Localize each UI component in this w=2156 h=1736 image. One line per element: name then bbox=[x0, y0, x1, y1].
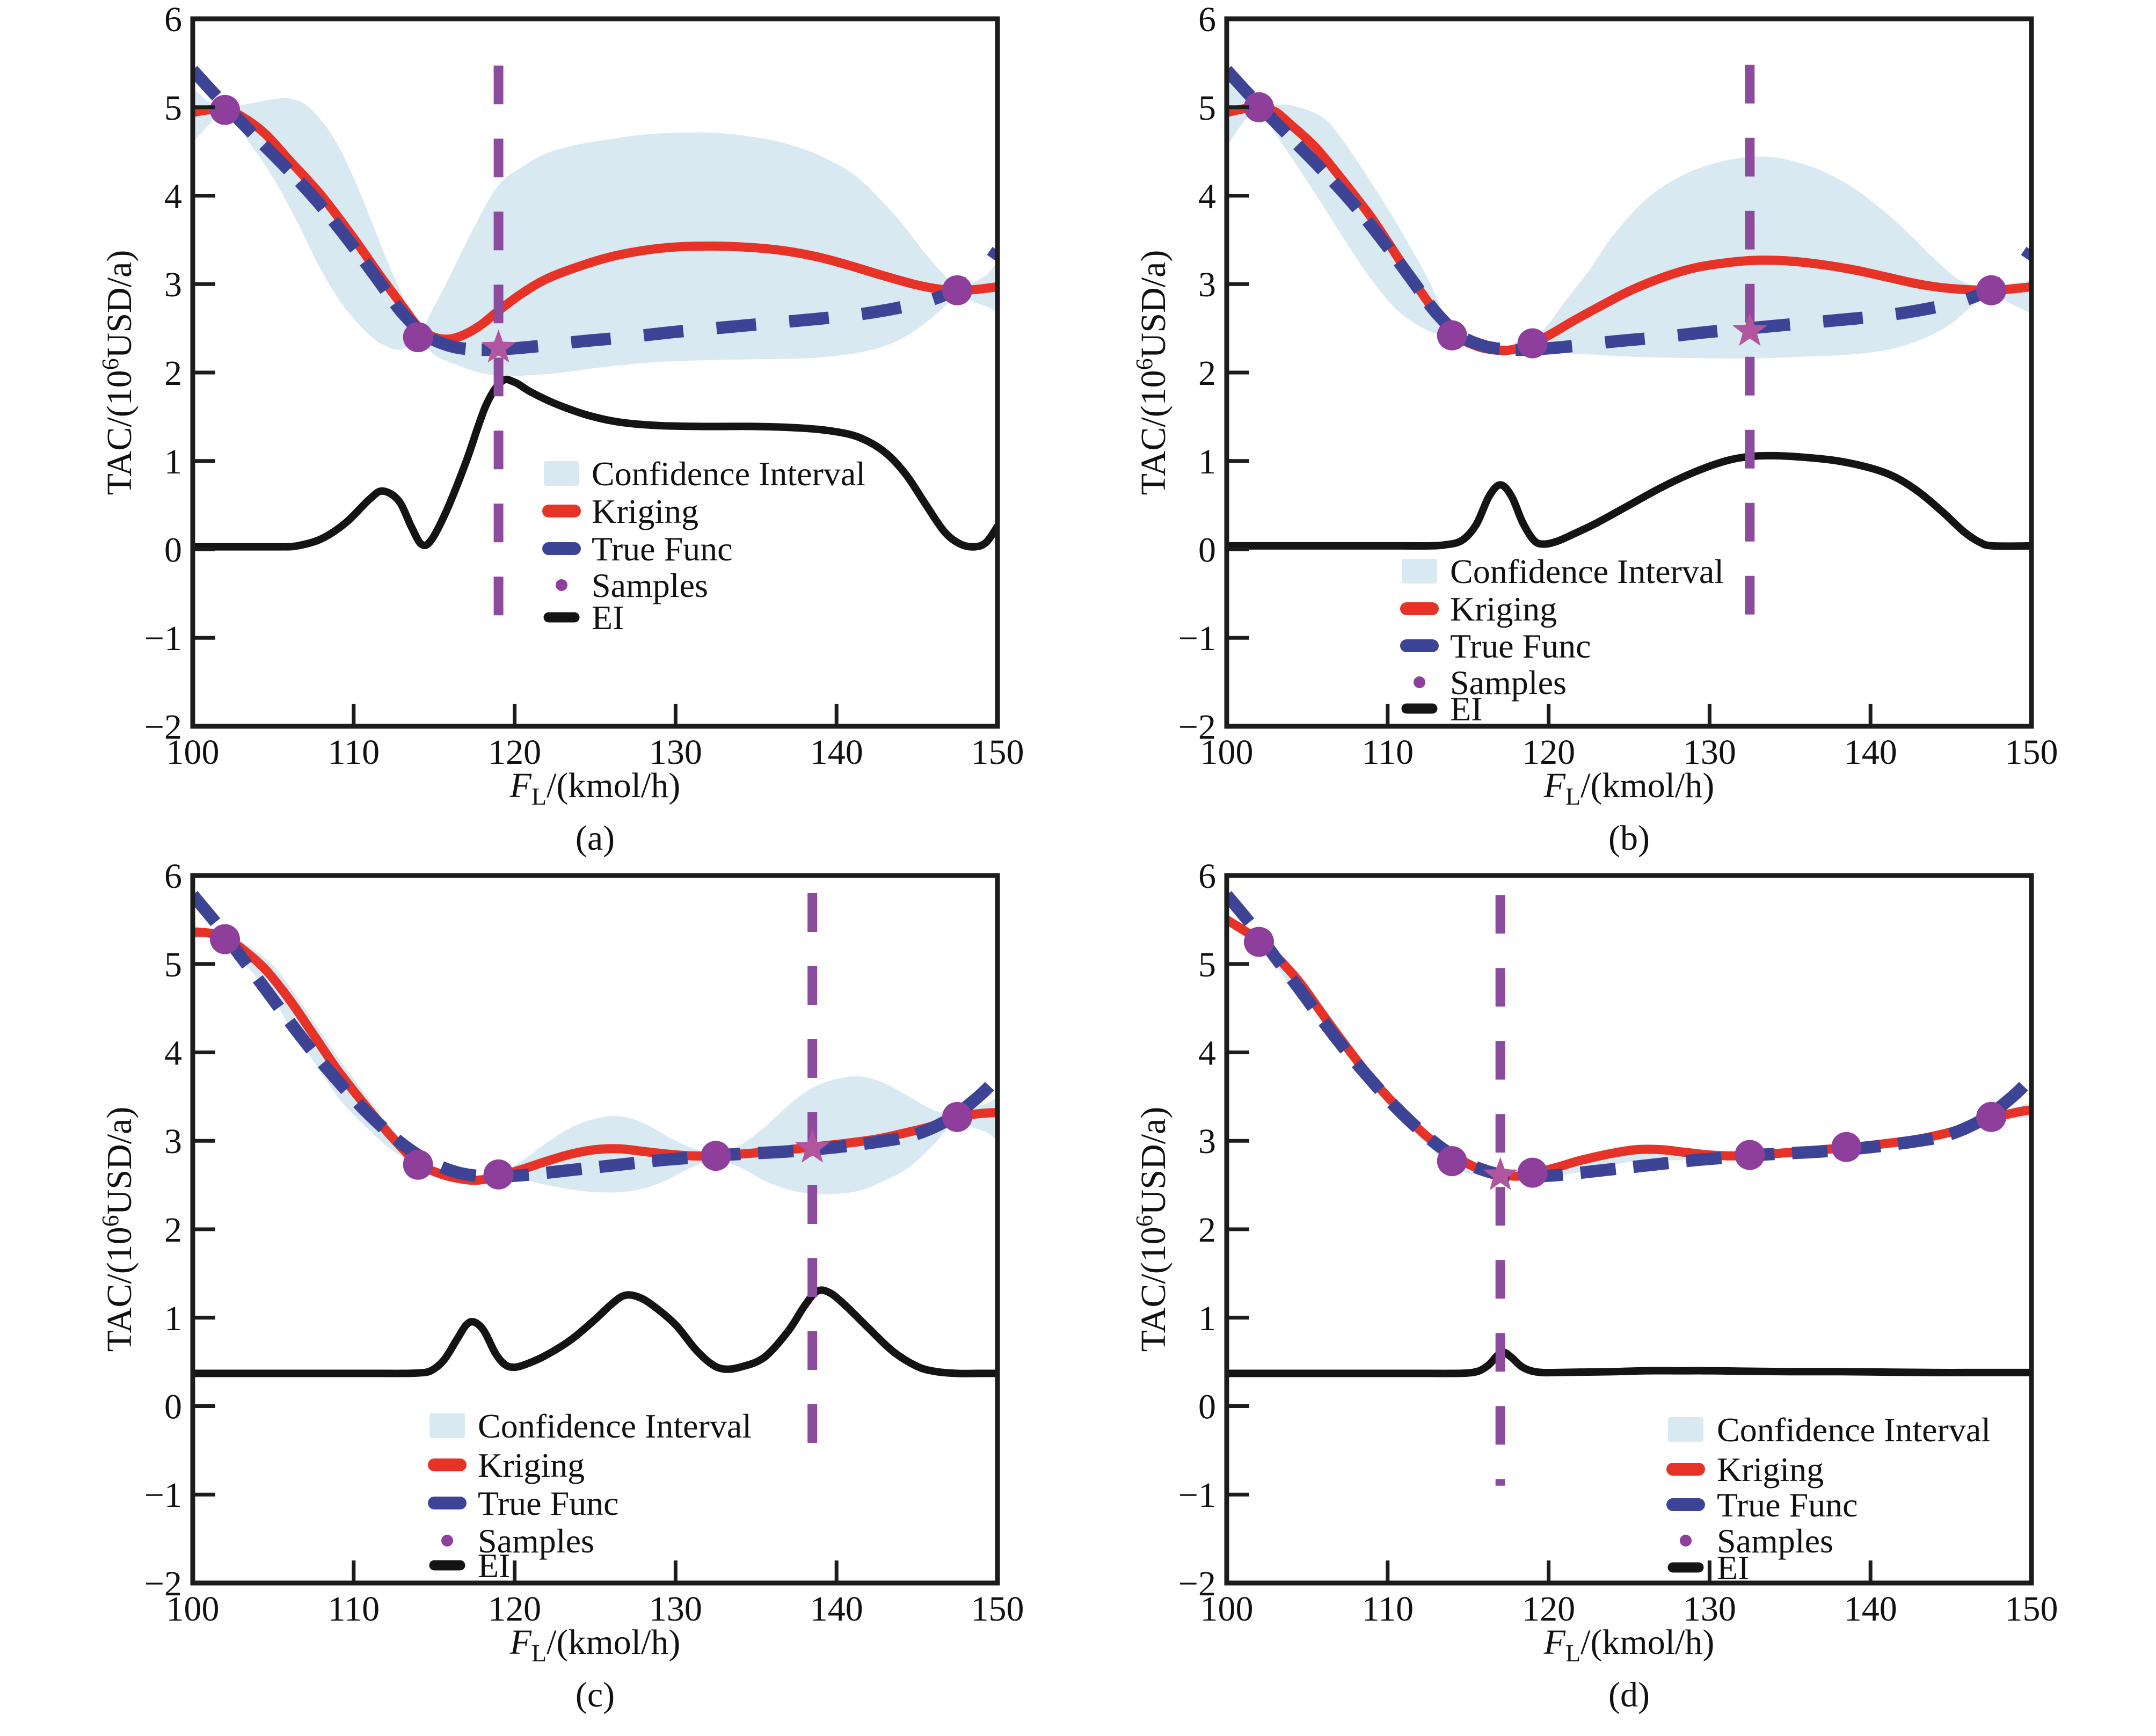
svg-text:Confidence Interval: Confidence Interval bbox=[1717, 1411, 1991, 1449]
svg-text:Samples: Samples bbox=[592, 566, 708, 604]
svg-text:100: 100 bbox=[1200, 1589, 1254, 1629]
svg-text:−2: −2 bbox=[144, 1564, 182, 1603]
svg-text:Confidence Interval: Confidence Interval bbox=[592, 455, 865, 493]
svg-text:1: 1 bbox=[1198, 1299, 1216, 1338]
svg-text:140: 140 bbox=[810, 1589, 863, 1629]
svg-text:0: 0 bbox=[164, 1388, 182, 1427]
svg-text:2: 2 bbox=[1198, 354, 1216, 393]
svg-text:Confidence Interval: Confidence Interval bbox=[1450, 552, 1724, 590]
svg-text:0: 0 bbox=[1198, 531, 1216, 570]
svg-text:TAC/(106USD/a): TAC/(106USD/a) bbox=[1131, 1107, 1173, 1352]
svg-text:0: 0 bbox=[1198, 1388, 1216, 1427]
svg-text:EI: EI bbox=[1450, 690, 1482, 728]
svg-text:120: 120 bbox=[1522, 1589, 1575, 1629]
svg-text:−1: −1 bbox=[144, 1476, 182, 1515]
svg-text:Kriging: Kriging bbox=[478, 1446, 585, 1484]
svg-text:−2: −2 bbox=[1178, 1564, 1216, 1603]
svg-text:EI: EI bbox=[1717, 1549, 1749, 1587]
svg-text:5: 5 bbox=[1198, 945, 1216, 984]
svg-text:(a): (a) bbox=[576, 819, 615, 858]
svg-text:(b): (b) bbox=[1608, 819, 1650, 858]
svg-text:4: 4 bbox=[164, 1034, 182, 1073]
svg-text:100: 100 bbox=[166, 1589, 220, 1629]
svg-text:True Func: True Func bbox=[1717, 1486, 1858, 1524]
svg-text:1: 1 bbox=[1198, 442, 1216, 482]
svg-text:110: 110 bbox=[328, 733, 380, 772]
svg-text:150: 150 bbox=[2005, 1589, 2058, 1629]
svg-text:5: 5 bbox=[164, 945, 182, 984]
svg-text:−2: −2 bbox=[1178, 707, 1216, 747]
svg-text:130: 130 bbox=[649, 1589, 702, 1629]
svg-text:1: 1 bbox=[164, 442, 182, 482]
svg-text:6: 6 bbox=[1198, 0, 1216, 39]
svg-text:EI: EI bbox=[592, 599, 624, 637]
svg-text:FL/(kmol/h): FL/(kmol/h) bbox=[509, 1623, 681, 1667]
svg-text:Samples: Samples bbox=[1450, 663, 1567, 702]
svg-text:120: 120 bbox=[488, 733, 541, 772]
svg-text:Kriging: Kriging bbox=[592, 492, 698, 530]
svg-text:110: 110 bbox=[1362, 1589, 1414, 1629]
svg-text:1: 1 bbox=[164, 1299, 182, 1338]
svg-text:TAC/(106USD/a): TAC/(106USD/a) bbox=[97, 1107, 139, 1352]
svg-text:6: 6 bbox=[164, 0, 182, 39]
svg-text:130: 130 bbox=[1683, 733, 1736, 772]
svg-text:FL/(kmol/h): FL/(kmol/h) bbox=[509, 766, 681, 810]
svg-text:3: 3 bbox=[1198, 265, 1216, 304]
svg-text:2: 2 bbox=[1198, 1210, 1216, 1250]
svg-text:FL/(kmol/h): FL/(kmol/h) bbox=[1543, 1623, 1715, 1667]
svg-text:4: 4 bbox=[164, 177, 182, 216]
svg-text:Samples: Samples bbox=[1717, 1522, 1833, 1560]
svg-text:140: 140 bbox=[1844, 1589, 1897, 1629]
svg-text:3: 3 bbox=[164, 265, 182, 304]
svg-text:6: 6 bbox=[164, 857, 182, 896]
svg-text:2: 2 bbox=[164, 1210, 182, 1250]
svg-text:140: 140 bbox=[1844, 733, 1897, 772]
svg-text:5: 5 bbox=[164, 89, 182, 128]
svg-text:120: 120 bbox=[1522, 733, 1575, 772]
svg-text:2: 2 bbox=[164, 354, 182, 393]
svg-text:True Func: True Func bbox=[478, 1484, 619, 1522]
svg-text:3: 3 bbox=[164, 1122, 182, 1161]
svg-text:(d): (d) bbox=[1608, 1675, 1650, 1715]
svg-text:3: 3 bbox=[1198, 1122, 1216, 1161]
svg-text:5: 5 bbox=[1198, 89, 1216, 128]
svg-text:130: 130 bbox=[649, 733, 702, 772]
svg-text:−1: −1 bbox=[1178, 1476, 1216, 1515]
svg-text:4: 4 bbox=[1198, 1034, 1216, 1073]
svg-text:FL/(kmol/h): FL/(kmol/h) bbox=[1543, 766, 1715, 810]
svg-text:130: 130 bbox=[1683, 1589, 1736, 1629]
svg-text:150: 150 bbox=[971, 1589, 1024, 1629]
svg-text:110: 110 bbox=[1362, 733, 1414, 772]
svg-text:Samples: Samples bbox=[478, 1522, 594, 1560]
svg-text:120: 120 bbox=[488, 1589, 541, 1629]
svg-text:0: 0 bbox=[164, 531, 182, 570]
svg-text:−1: −1 bbox=[144, 619, 182, 658]
svg-text:(c): (c) bbox=[576, 1675, 615, 1715]
svg-text:4: 4 bbox=[1198, 177, 1216, 216]
svg-text:−1: −1 bbox=[1178, 619, 1216, 658]
svg-text:110: 110 bbox=[328, 1589, 380, 1629]
svg-text:Confidence Interval: Confidence Interval bbox=[478, 1407, 752, 1445]
svg-text:Kriging: Kriging bbox=[1717, 1450, 1824, 1489]
svg-text:True Func: True Func bbox=[1450, 627, 1591, 665]
svg-text:True Func: True Func bbox=[592, 530, 733, 568]
svg-text:TAC/(106USD/a): TAC/(106USD/a) bbox=[97, 250, 139, 495]
svg-text:−2: −2 bbox=[144, 707, 182, 747]
svg-text:TAC/(106USD/a): TAC/(106USD/a) bbox=[1131, 250, 1173, 495]
svg-text:140: 140 bbox=[810, 733, 863, 772]
svg-text:100: 100 bbox=[1200, 733, 1254, 772]
svg-text:150: 150 bbox=[2005, 733, 2058, 772]
svg-text:6: 6 bbox=[1198, 857, 1216, 896]
svg-text:100: 100 bbox=[166, 733, 220, 772]
svg-text:Kriging: Kriging bbox=[1450, 590, 1557, 628]
svg-text:150: 150 bbox=[971, 733, 1024, 772]
svg-text:EI: EI bbox=[478, 1547, 510, 1585]
